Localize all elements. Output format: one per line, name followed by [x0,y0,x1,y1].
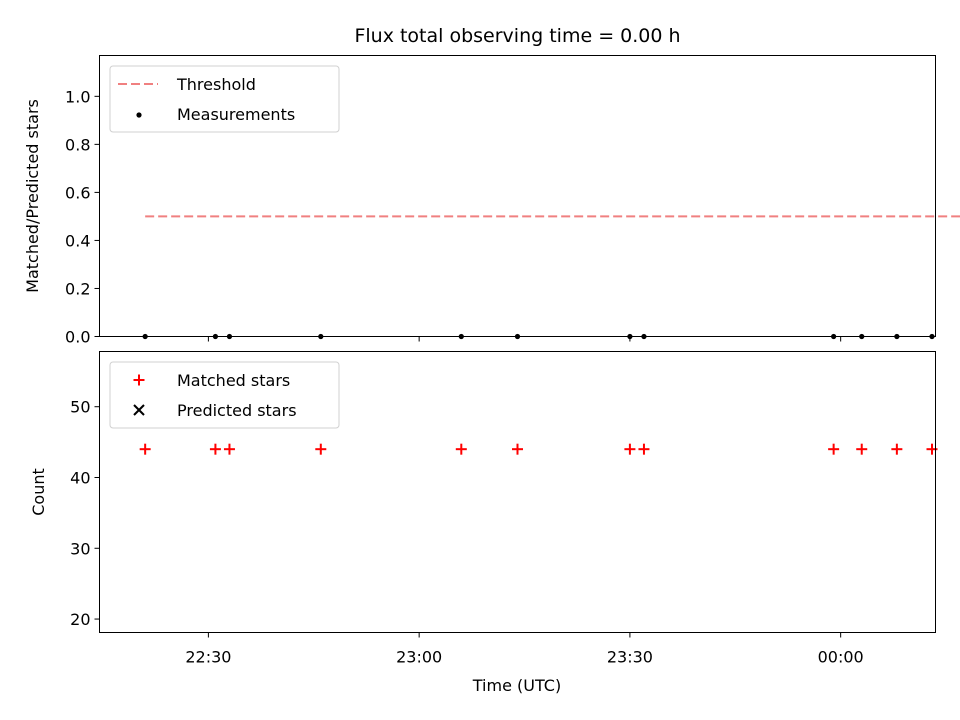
count-panel-y-tick-label: 40 [70,468,90,487]
ratio-panel-x-ticks [207,336,842,342]
matched-stars-point [638,443,650,455]
count-panel-y-tick-label: 30 [70,539,90,558]
predicted-stars-legend-label: Predicted stars [177,401,297,420]
count-panel-legend: Matched stars Predicted stars [109,361,340,429]
matched-stars-point [828,443,840,455]
x-axis-title: Time (UTC) [472,676,561,695]
ratio-panel-y-tick-label: 0.6 [65,183,90,202]
matched-stars-point [624,443,636,455]
x-tick-label: 22:30 [185,648,231,667]
matched-stars-legend-swatch [133,374,145,386]
measurements-legend-swatch [136,112,142,118]
measurements-legend-label: Measurements [177,105,295,124]
ratio-panel-y-tick-label: 1.0 [65,87,90,106]
ratio-panel-y-axis-title: Matched/Predicted stars [23,99,42,293]
count-panel-y-ticks: 20 30 40 50 [70,398,100,629]
x-tick-label: 23:00 [396,648,442,667]
ratio-panel-y-tick-label: 0.4 [65,231,90,250]
matched-stars-point [223,443,235,455]
matched-stars-point [891,443,903,455]
ratio-panel-frame [99,55,936,337]
x-tick-label: 23:30 [607,648,653,667]
matched-stars-point [315,443,327,455]
count-panel-legend-box [109,361,340,429]
ratio-panel-y-tick-label: 0.8 [65,135,90,154]
chart-title: Flux total observing time = 0.00 h [354,25,680,47]
ratio-panel-legend: Threshold Measurements [109,65,340,133]
matched-stars-point [455,443,467,455]
ratio-panel-y-ticks: 0.0 0.2 0.4 0.6 0.8 1.0 [65,87,100,347]
ratio-panel-y-tick-label: 0.0 [65,328,90,347]
matched-stars-point [139,443,151,455]
ratio-panel-y-tick-label: 0.2 [65,279,90,298]
count-panel-y-tick-label: 20 [70,610,90,629]
ratio-panel: 0.0 0.2 0.4 0.6 0.8 1.0 Matched/Predicted sta… [23,55,960,347]
matched-stars-point [209,443,221,455]
predicted-stars-legend-swatch [133,404,145,416]
threshold-legend-label: Threshold [176,75,256,94]
matched-stars-point [512,443,523,455]
x-tick-label: 00:00 [818,648,864,667]
matched-stars-point [856,443,868,455]
matched-stars-legend-label: Matched stars [177,371,290,390]
ratio-panel-legend-box [109,65,340,133]
count-panel-points [139,443,938,455]
count-panel-frame [99,351,936,633]
count-panel-y-axis-title: Count [29,468,48,516]
count-panel-y-tick-label: 50 [70,398,90,417]
